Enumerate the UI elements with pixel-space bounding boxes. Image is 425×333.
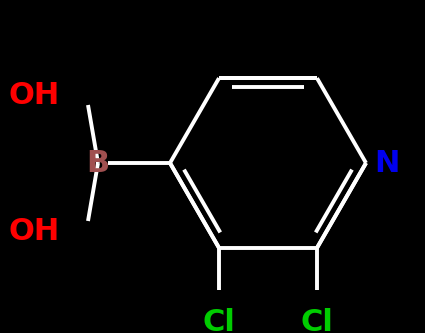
Text: N: N <box>374 149 400 177</box>
Text: B: B <box>86 149 110 177</box>
Text: OH: OH <box>9 216 60 245</box>
Text: Cl: Cl <box>300 308 334 333</box>
Text: OH: OH <box>9 81 60 110</box>
Text: Cl: Cl <box>203 308 235 333</box>
